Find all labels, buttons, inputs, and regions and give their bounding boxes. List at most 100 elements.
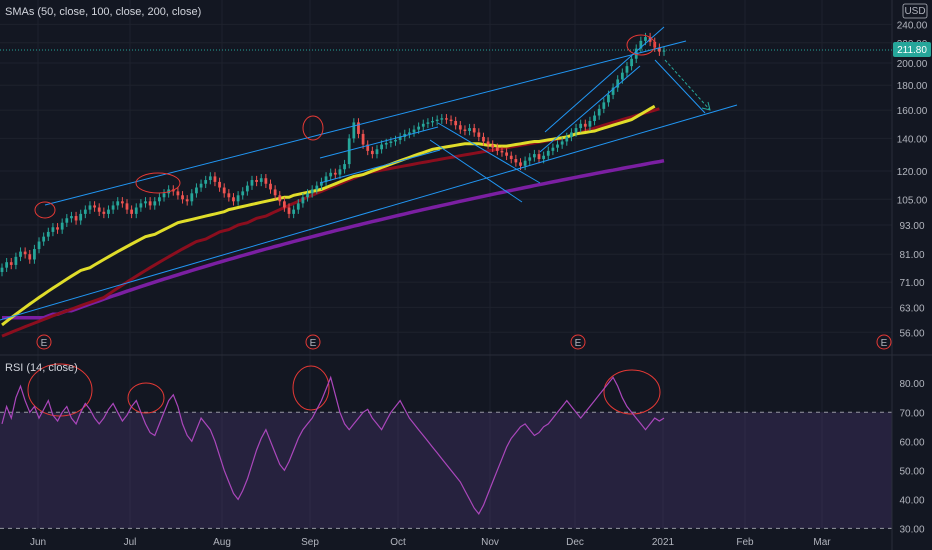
- candle-body: [283, 201, 286, 208]
- earnings-marker-circle: [876, 334, 892, 350]
- price-tick-label: 140.00: [897, 134, 928, 145]
- candle-body: [204, 180, 208, 184]
- candle-body: [370, 150, 374, 155]
- candle-body: [315, 185, 319, 190]
- candle-body: [125, 203, 129, 210]
- candle-body: [134, 207, 138, 214]
- candle: [463, 125, 467, 136]
- candle: [528, 153, 532, 165]
- sma-50-line: [1, 104, 656, 327]
- candle-body: [208, 176, 212, 181]
- grid-lines: [0, 0, 892, 530]
- candle-body: [232, 197, 235, 202]
- candle: [454, 116, 458, 130]
- candle-body: [546, 150, 550, 156]
- candle: [329, 168, 333, 181]
- candle: [190, 189, 194, 206]
- candle-body: [532, 154, 536, 158]
- candle-body: [97, 207, 101, 212]
- candle: [79, 209, 83, 225]
- candle: [630, 54, 633, 71]
- time-tick-label: Feb: [736, 537, 754, 548]
- candle: [565, 132, 569, 146]
- candle: [320, 177, 323, 190]
- candle: [310, 185, 314, 198]
- candle-body: [412, 129, 416, 133]
- earnings-marker-circle: [36, 334, 52, 350]
- candle: [208, 172, 212, 185]
- candle-body: [426, 122, 430, 124]
- candle-body: [287, 207, 291, 214]
- candle: [93, 201, 96, 212]
- candle: [440, 114, 444, 124]
- currency-badge[interactable]: [902, 3, 928, 19]
- annotation-circle: [34, 201, 56, 219]
- candle-body: [616, 79, 620, 88]
- candle: [273, 185, 277, 200]
- candle: [597, 104, 601, 120]
- candle: [292, 205, 296, 219]
- candle-body: [537, 154, 541, 160]
- candle: [639, 36, 643, 53]
- candle: [532, 149, 536, 162]
- candle: [51, 223, 55, 237]
- candle: [347, 134, 351, 169]
- flag-upper-line: [319, 126, 439, 159]
- candle-body: [366, 144, 370, 151]
- time-tick-label: Oct: [390, 537, 406, 548]
- candle-body: [445, 118, 448, 120]
- price-tick-label: 81.00: [899, 250, 924, 261]
- projection-arrow-head: [701, 101, 711, 111]
- earnings-marker[interactable]: E: [305, 334, 321, 350]
- candle-body: [500, 150, 504, 153]
- candle: [241, 187, 245, 200]
- candle-body: [70, 216, 73, 219]
- earnings-marker[interactable]: E: [570, 334, 586, 350]
- sma-indicator-title[interactable]: SMAs (50, close, 100, close, 200, close): [5, 6, 201, 18]
- candle-body: [505, 152, 508, 156]
- candle-body: [639, 40, 643, 49]
- candle-body: [255, 180, 259, 182]
- earnings-marker[interactable]: E: [876, 334, 892, 350]
- candle-body: [333, 172, 337, 175]
- candle: [315, 181, 319, 194]
- candle-body: [0, 267, 4, 272]
- candle-body: [56, 227, 59, 230]
- candle: [468, 123, 471, 136]
- price-tick-label: 71.00: [899, 278, 924, 289]
- candle-body: [421, 123, 425, 127]
- candle: [514, 154, 518, 167]
- candle-body: [644, 37, 647, 41]
- down-channel-lower-line: [429, 139, 523, 203]
- candle-body: [162, 193, 166, 198]
- candle: [556, 140, 559, 152]
- candle-body: [611, 87, 615, 95]
- candle: [0, 263, 4, 277]
- candle-body: [468, 128, 471, 131]
- candle: [37, 237, 41, 254]
- candle-body: [352, 122, 356, 139]
- candle-body: [657, 47, 661, 52]
- rsi-tick-label: 60.00: [899, 437, 924, 448]
- candle-body: [259, 178, 263, 182]
- candle: [125, 199, 129, 214]
- price-tick-label: 180.00: [897, 81, 928, 92]
- candle-body: [176, 191, 180, 196]
- candle: [97, 203, 101, 217]
- candle: [236, 191, 240, 206]
- rsi-indicator-title[interactable]: RSI (14, close): [5, 362, 78, 374]
- candle-body: [46, 231, 50, 237]
- candle: [162, 189, 166, 202]
- candle: [338, 165, 342, 179]
- earnings-marker[interactable]: E: [36, 334, 52, 350]
- candle-body: [389, 141, 393, 143]
- candle: [259, 174, 263, 187]
- time-axis[interactable]: Jun Jul Aug Sep Oct Nov Dec 2021 Feb Mar: [30, 537, 831, 548]
- candle-body: [218, 181, 221, 188]
- candle-body: [458, 125, 462, 130]
- candle-body: [630, 58, 633, 67]
- candle: [250, 175, 254, 190]
- candle-body: [620, 72, 624, 80]
- trendlines: [0, 26, 738, 321]
